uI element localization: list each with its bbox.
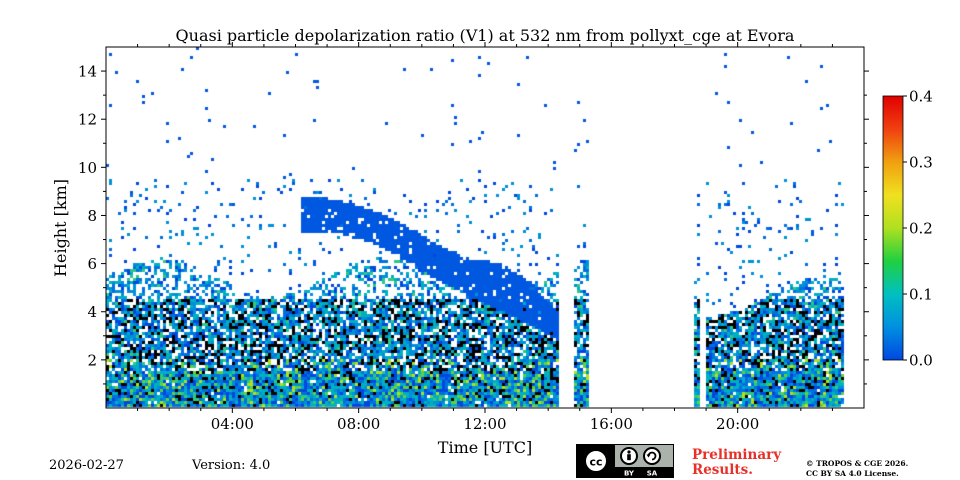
cc-icon: [584, 449, 608, 473]
x-axis-label: Time [UTC]: [438, 438, 532, 457]
x-tick-label: 08:00: [337, 415, 380, 433]
sa-icon: [643, 447, 661, 465]
x-tick-label: 16:00: [590, 415, 633, 433]
x-axis-ticks: 04:00 08:00 12:00 16:00 20:00: [137, 42, 833, 433]
colorbar-tick-label: 0.1: [909, 286, 933, 304]
cc-license-badge: cc BY SA: [576, 444, 674, 478]
x-tick-label: 04:00: [211, 415, 254, 433]
x-tick-label: 12:00: [463, 415, 506, 433]
cc-sa-text: SA: [647, 470, 658, 478]
y-axis-ticks: 2 4 6 8 10 12 14: [78, 63, 869, 385]
colorbar-tick-label: 0.2: [909, 220, 933, 238]
cc-by-text: BY: [624, 470, 635, 478]
date-label: 2026-02-27: [49, 458, 124, 473]
colorbar-tick-label: 0.3: [909, 154, 933, 172]
x-tick-label: 20:00: [716, 415, 759, 433]
y-tick-label: 10: [78, 159, 97, 177]
copyright-line-2: CC BY SA 4.0 License.: [806, 469, 899, 478]
colorbar: [882, 95, 904, 361]
y-axis-label: Height [km]: [51, 179, 70, 277]
y-tick-label: 8: [87, 207, 97, 225]
colorbar-tick-label: 0.4: [909, 88, 933, 106]
preliminary-line-1: Preliminary: [692, 447, 782, 463]
colorbar-tick-label: 0.0: [909, 352, 933, 370]
preliminary-line-2: Results.: [692, 462, 753, 478]
copyright-note: © TROPOS & CGE 2026. CC BY SA 4.0 Licens…: [806, 459, 908, 479]
copyright-line-1: © TROPOS & CGE 2026.: [806, 459, 909, 468]
svg-text:cc: cc: [589, 456, 602, 469]
heatmap-raster: [106, 47, 864, 408]
y-tick-label: 12: [78, 111, 97, 129]
depolarization-heatmap: [106, 47, 864, 408]
y-tick-label: 4: [87, 303, 97, 321]
y-tick-label: 2: [87, 351, 97, 369]
y-tick-label: 6: [87, 255, 97, 273]
preliminary-results-note: Preliminary Results.: [692, 448, 781, 478]
chart-title: Quasi particle depolarization ratio (V1)…: [176, 26, 795, 45]
colorbar-ticks: 0.0 0.1 0.2 0.3 0.4: [903, 88, 933, 370]
y-tick-label: 14: [78, 63, 97, 81]
version-label: Version: 4.0: [192, 458, 271, 473]
